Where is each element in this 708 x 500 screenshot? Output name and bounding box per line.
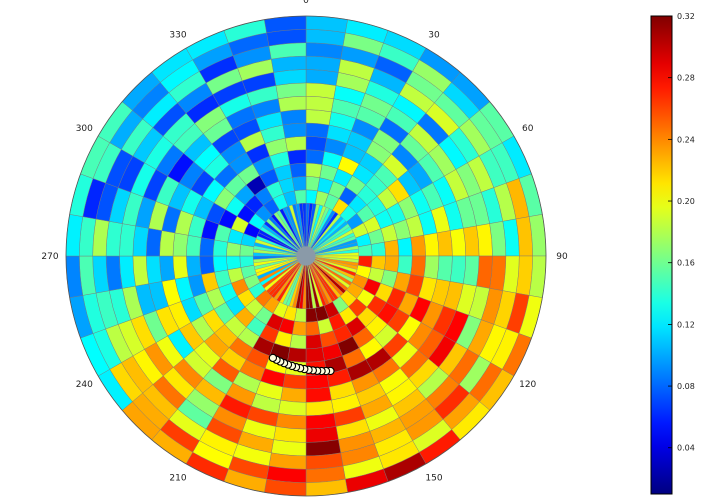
heatmap-cell [275, 413, 307, 430]
heatmap-cell [278, 399, 307, 416]
heatmap-cell [287, 347, 307, 363]
heatmap-cell [159, 255, 176, 282]
colorbar-tick-label: 0.20 [677, 197, 695, 206]
heatmap-cell [273, 69, 307, 86]
heatmap-cell [463, 255, 480, 287]
heatmap-cell [287, 149, 307, 165]
heatmap-cell [278, 96, 307, 113]
heatmap-cell [305, 334, 323, 350]
heatmap-cell [384, 239, 400, 257]
heatmap-cell [305, 386, 332, 403]
colorbar-tick-label: 0.28 [677, 74, 695, 83]
heatmap-cell [410, 255, 426, 278]
heatmap-cell [436, 255, 453, 282]
heatmap-cell [305, 347, 325, 363]
angle-label-30: 30 [428, 30, 440, 40]
angle-label-150: 150 [425, 474, 442, 484]
heatmap-cell [305, 96, 334, 113]
heatmap-cell [449, 228, 466, 257]
heatmap-cell [226, 255, 242, 271]
marker-point [268, 353, 278, 363]
heatmap-cell [423, 232, 440, 257]
heatmap-cell [291, 176, 307, 192]
heatmap-cell [199, 255, 215, 275]
angle-label-330: 330 [169, 30, 186, 40]
marker-track [268, 353, 335, 376]
heatmap-cell [397, 255, 413, 275]
colorbar: 0.04 0.08 0.12 0.16 0.20 0.24 0.28 0.32 [650, 12, 695, 495]
heatmap-cell [132, 255, 149, 287]
heatmap-cell [305, 109, 332, 126]
heatmap-cell [476, 223, 493, 257]
heatmap-cell [305, 122, 330, 139]
heatmap-cell [186, 234, 202, 257]
heatmap-cell [273, 426, 307, 443]
heatmap-cell [476, 255, 493, 289]
heatmap-cell [132, 225, 149, 257]
angle-label-0: 0 [303, 0, 309, 6]
heatmap-cell [305, 426, 339, 443]
heatmap-cell [305, 136, 328, 152]
heatmap-cell [280, 109, 307, 126]
heatmap-cell [280, 386, 307, 403]
heatmap-cell [289, 334, 307, 350]
heatmap-cell [119, 223, 136, 257]
heatmap-cell [275, 82, 307, 99]
colorbar-tick-label: 0.16 [677, 259, 695, 268]
angle-label-300: 300 [76, 124, 93, 134]
heatmap-cell [449, 255, 466, 284]
heatmap-cells [65, 15, 547, 497]
polar-outline [65, 15, 547, 497]
heatmap-cell [289, 162, 307, 178]
colorbar-tick-label: 0.08 [677, 382, 695, 391]
heatmap-cell [384, 255, 400, 273]
heatmap-cell [172, 232, 189, 257]
heatmap-cell [305, 373, 330, 390]
heatmap-cell [423, 255, 440, 280]
heatmap-cell [305, 320, 321, 336]
heatmap-cell [305, 399, 334, 416]
heatmap-cell [146, 255, 163, 284]
heatmap-cell [305, 69, 339, 86]
heatmap-cell [172, 255, 189, 280]
heatmap-cell [410, 234, 426, 257]
angle-label-240: 240 [76, 380, 93, 390]
heatmap-cell [199, 237, 215, 257]
colorbar-tick-label: 0.12 [677, 320, 695, 329]
heatmap-cell [212, 255, 228, 273]
colorbar-tick-label: 0.04 [677, 444, 695, 453]
colorbar-tick-label: 0.24 [677, 135, 695, 144]
angle-label-210: 210 [169, 474, 186, 484]
colorbar-tick-label: 0.32 [677, 12, 695, 21]
heatmap-cell [305, 149, 325, 165]
colorbar-bar [650, 15, 673, 495]
heatmap-cell [282, 122, 307, 139]
angle-label-270: 270 [41, 252, 58, 262]
heatmap-cell [159, 230, 176, 257]
heatmap-cell [305, 413, 337, 430]
angle-label-90: 90 [556, 252, 568, 262]
heatmap-cell [370, 241, 386, 257]
heatmap-cell [284, 136, 307, 152]
center-hub [296, 246, 316, 266]
heatmap-cell [282, 373, 307, 390]
angle-labels: 0306090120150180210240270300330 [41, 0, 568, 484]
heatmap-cell [463, 225, 480, 257]
angle-label-60: 60 [522, 124, 534, 134]
angle-label-120: 120 [519, 380, 536, 390]
heatmap-cell [305, 162, 323, 178]
colorbar-ticks: 0.04 0.08 0.12 0.16 0.20 0.24 0.28 0.32 [668, 12, 695, 453]
heatmap-cell [212, 239, 228, 257]
heatmap-cell [397, 237, 413, 257]
heatmap-cell [436, 230, 453, 257]
heatmap-cell [305, 82, 337, 99]
heatmap-cell [186, 255, 202, 278]
heatmap-cell [146, 228, 163, 257]
heatmap-cell [119, 255, 136, 289]
